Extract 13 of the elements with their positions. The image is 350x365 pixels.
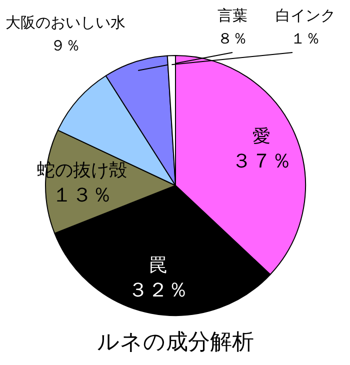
data-label: ９％: [50, 36, 80, 54]
text: ルネの成分解析: [97, 330, 254, 355]
data-label: ３７％: [231, 148, 292, 172]
slice-label: 言葉: [218, 6, 248, 24]
slice-label: 大阪のおいしい水: [6, 14, 126, 32]
slice-label: 白インク: [276, 6, 336, 24]
slice-label: 罠: [148, 254, 167, 276]
data-label: １３％: [52, 182, 112, 207]
data-label: ３２％: [128, 277, 188, 302]
data-label: １％: [290, 30, 320, 48]
data-label: ８％: [218, 30, 248, 48]
slice-label: 蛇の抜け殻: [36, 160, 127, 182]
slice-label: 愛: [252, 126, 270, 147]
